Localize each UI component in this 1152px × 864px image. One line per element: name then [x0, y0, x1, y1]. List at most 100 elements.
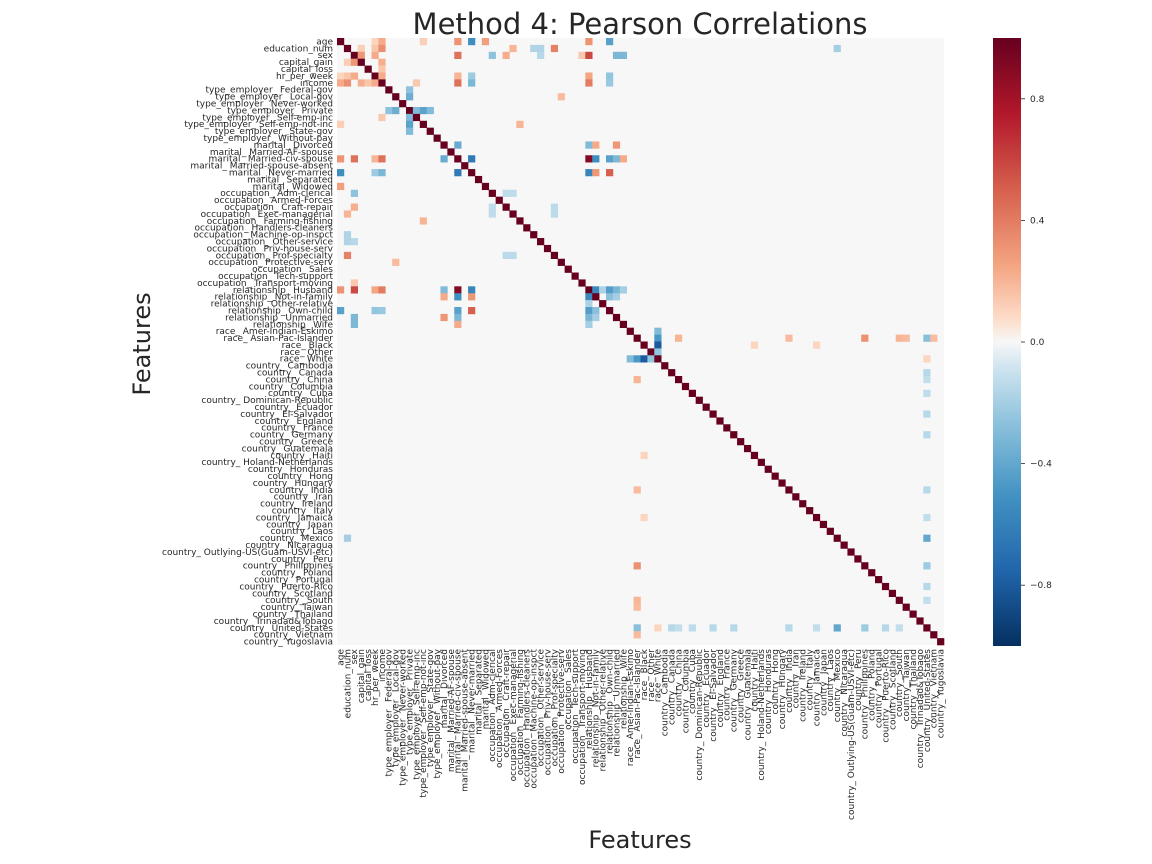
heatmap-cell	[695, 396, 703, 404]
heatmap-cell	[923, 389, 931, 397]
heatmap-cell	[350, 189, 358, 197]
heatmap-cell	[585, 293, 593, 301]
heatmap-cell	[592, 307, 600, 315]
heatmap-cell	[550, 203, 559, 211]
y-tick-label: relationship_ Not-in-family	[214, 293, 333, 303]
heatmap-cell	[709, 410, 717, 418]
x-tick-label: occupation_ Handlers-cleaners	[523, 649, 533, 788]
x-tick-label: type_employer_ Without-pay	[433, 648, 443, 778]
heatmap-cell	[764, 465, 772, 473]
heatmap-cell	[357, 44, 365, 53]
heatmap-cell	[923, 375, 931, 384]
y-tick-label: country_ Scotland	[252, 589, 333, 599]
x-tick-label: type_employer_ Federal-gov	[385, 648, 395, 776]
heatmap-cell	[454, 72, 462, 80]
heatmap-cell	[619, 51, 628, 59]
y-tick-label: country_ Taiwan	[261, 603, 333, 613]
heatmap-cell	[343, 534, 352, 542]
x-axis-label: Features	[588, 826, 691, 854]
heatmap-cell	[350, 279, 358, 287]
heatmap-cell	[350, 51, 358, 59]
y-tick-label: race_ Amer-Indian-Eskimo	[216, 327, 334, 337]
y-tick-label: country_ Greece	[259, 438, 333, 448]
heatmap-cell	[371, 79, 379, 87]
x-tick-label: occupation_ Adm-clerical	[488, 649, 498, 762]
heatmap-cell	[930, 631, 938, 639]
y-tick-label: country_ Thailand	[253, 610, 333, 620]
x-tick-label: country_ Italy	[805, 648, 815, 710]
heatmap-cell	[640, 355, 648, 363]
heatmap-cell	[640, 451, 648, 460]
heatmap-cell	[633, 631, 641, 639]
heatmap-cell	[426, 106, 434, 115]
y-tick-label: country_ United-States	[230, 624, 333, 634]
heatmap-cell	[902, 603, 910, 611]
y-tick-label: country_ Cuba	[268, 389, 333, 399]
heatmap-cell	[516, 217, 524, 225]
heatmap-cell	[668, 624, 676, 632]
heatmap-cell	[350, 286, 358, 294]
heatmap-cell	[343, 238, 352, 246]
heatmap-cell	[371, 38, 379, 46]
x-tick-label: country_ Canada	[668, 649, 678, 725]
heatmap-cell	[606, 72, 614, 80]
heatmap-cells	[337, 38, 945, 646]
heatmap-cell	[612, 141, 621, 149]
heatmap-cell	[371, 51, 379, 59]
x-tick-label: sex	[350, 648, 360, 664]
heatmap-cell	[709, 624, 717, 632]
heatmap-cell	[454, 155, 462, 163]
heatmap-cell	[419, 38, 427, 46]
x-tick-label: country_ Taiwan	[902, 649, 912, 721]
heatmap-cell	[378, 79, 386, 87]
heatmap-cell	[530, 44, 538, 53]
heatmap-cell	[557, 93, 565, 101]
heatmap-cell	[378, 38, 386, 46]
heatmap-cell	[578, 51, 586, 59]
y-tick-label: country_ Haiti	[270, 451, 333, 461]
y-tick-label: country_ Ireland	[260, 500, 333, 510]
y-tick-label: type_employer_ State-gov	[215, 127, 334, 137]
x-tick-label: country_ Mexico	[833, 649, 843, 723]
x-tick-label: country_ El-Salvador	[709, 649, 719, 742]
heatmap-cell	[537, 44, 545, 53]
x-tick-label: country_ France	[723, 649, 733, 721]
heatmap-cell	[578, 279, 586, 287]
y-tick-label: country_ Cambodia	[246, 362, 333, 372]
x-tick-label: country_ Jamaica	[812, 649, 822, 726]
heatmap-cell	[640, 513, 648, 522]
heatmap-cell	[357, 51, 365, 59]
y-tick-label: type_employer_ Without-pay	[203, 134, 333, 144]
y-tick-label: country_ England	[255, 417, 333, 427]
heatmap-cell	[474, 175, 483, 184]
heatmap-cell	[606, 79, 614, 87]
heatmap-cell	[833, 534, 841, 542]
y-tick-label: income	[300, 79, 333, 89]
heatmap-cell	[750, 341, 759, 349]
x-tick-label: country_ Holand-Netherlands	[757, 649, 767, 781]
y-tick-label: country_ Holand-Netherlands	[201, 458, 333, 468]
heatmap-cell	[468, 79, 476, 87]
heatmap-cell	[619, 320, 628, 329]
heatmap-cell	[350, 320, 358, 329]
heatmap-cell	[495, 196, 503, 204]
y-tick-label: country_ Laos	[270, 527, 333, 537]
heatmap-cell	[606, 169, 614, 177]
x-tick-label: country_ Puerto-Rico	[881, 649, 891, 743]
y-tick-label: country_ Columbia	[249, 382, 333, 392]
x-tick-label: income	[378, 649, 388, 682]
heatmap-cell	[357, 79, 365, 87]
heatmap-cell	[633, 355, 641, 363]
heatmap-cell	[468, 72, 476, 80]
y-tick-label: occupation_ Adm-clerical	[220, 189, 333, 199]
heatmap-cell	[454, 293, 462, 301]
heatmap-cell	[647, 348, 655, 356]
heatmap-cell	[585, 286, 593, 294]
x-tick-label: occupation_ Priv-house-serv	[543, 648, 553, 775]
heatmap-cell	[543, 244, 552, 253]
x-tick-label: country_ Philippines	[861, 649, 871, 740]
y-tick-label: country_ Poland	[261, 569, 333, 579]
y-tick-label: marital_ Married-spouse-absent	[190, 162, 333, 172]
heatmap-cell	[585, 313, 593, 322]
x-tick-labels: ageeducation_numsexcapital_gaincapital_l…	[336, 648, 946, 820]
